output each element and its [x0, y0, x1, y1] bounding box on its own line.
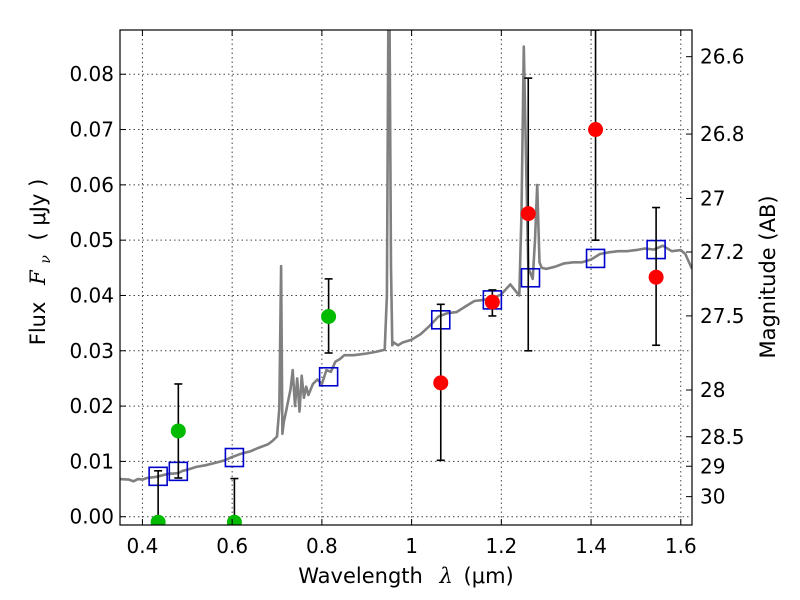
- y-tick-label: 0.01: [69, 449, 114, 473]
- x-tick-label: 1.4: [575, 534, 607, 558]
- model-spectrum-line: [120, 30, 692, 483]
- data-point: [150, 514, 166, 525]
- mag-tick-label: 26.6: [700, 45, 745, 69]
- data-point: [520, 206, 536, 222]
- data-point: [588, 122, 604, 138]
- mag-tick-label: 30: [700, 485, 725, 509]
- x-tick-label: 1: [405, 534, 418, 558]
- tick-labels: 0.4 0.6 0.8 1 1.2 1.4 1.6 0.00 0.01 0.02 0.03 0.04 0…: [69, 45, 744, 558]
- y-axis-label: Flux F ν ( μJy ): [26, 179, 55, 346]
- axes: [119, 29, 693, 526]
- mag-tick-label: 29: [700, 454, 725, 478]
- y-tick-label: 0.08: [69, 62, 114, 86]
- y-tick-label: 0.02: [69, 394, 114, 418]
- y-axis-label-unit: ( μJy ): [26, 179, 50, 241]
- y-tick-label: 0.04: [69, 283, 114, 307]
- x-tick-label: 1.2: [485, 534, 517, 558]
- y-axis-label-main: Flux: [26, 302, 50, 346]
- mag-tick-label: 27.2: [700, 240, 745, 264]
- data-point: [170, 423, 186, 439]
- x-tick-label: 0.4: [127, 534, 159, 558]
- model-photometry-square: [520, 267, 541, 288]
- x-tick-label: 0.8: [306, 534, 338, 558]
- data-point: [648, 269, 664, 285]
- model-photometry-square: [318, 366, 339, 387]
- model-photometry-square: [585, 248, 606, 269]
- y-tick-label: 0.00: [69, 505, 114, 529]
- data-point: [321, 308, 337, 324]
- y-tick-label: 0.07: [69, 118, 114, 142]
- grid-lines: [120, 30, 692, 525]
- mag-tick-label: 28.5: [700, 425, 745, 449]
- plot-frame: [119, 29, 693, 526]
- y-tick-label: 0.05: [69, 228, 114, 252]
- x-axis-label-unit: (μm): [464, 564, 514, 588]
- mag-tick-label: 26.8: [700, 122, 745, 146]
- x-axis-label-symbol: λ: [439, 564, 453, 588]
- x-tick-label: 1.6: [665, 534, 697, 558]
- data-point: [484, 294, 500, 310]
- plot-area: [120, 30, 692, 525]
- mag-tick-label: 27: [700, 186, 725, 210]
- magnitude-axis-label: Magnitude (AB): [756, 195, 780, 358]
- y-axis-label-symbol: F: [26, 269, 50, 286]
- y-axis-label-subscript: ν: [38, 255, 54, 264]
- data-point: [226, 514, 242, 525]
- mag-tick-label: 28: [700, 378, 725, 402]
- x-tick-label: 0.6: [216, 534, 248, 558]
- data-point: [433, 375, 449, 391]
- x-axis-label-main: Wavelength: [298, 564, 423, 588]
- mag-tick-label: 27.5: [700, 304, 745, 328]
- model-photometry-square: [224, 447, 245, 468]
- y-tick-label: 0.03: [69, 339, 114, 363]
- x-axis-label: Wavelength λ (μm): [298, 564, 513, 588]
- y-tick-label: 0.06: [69, 173, 114, 197]
